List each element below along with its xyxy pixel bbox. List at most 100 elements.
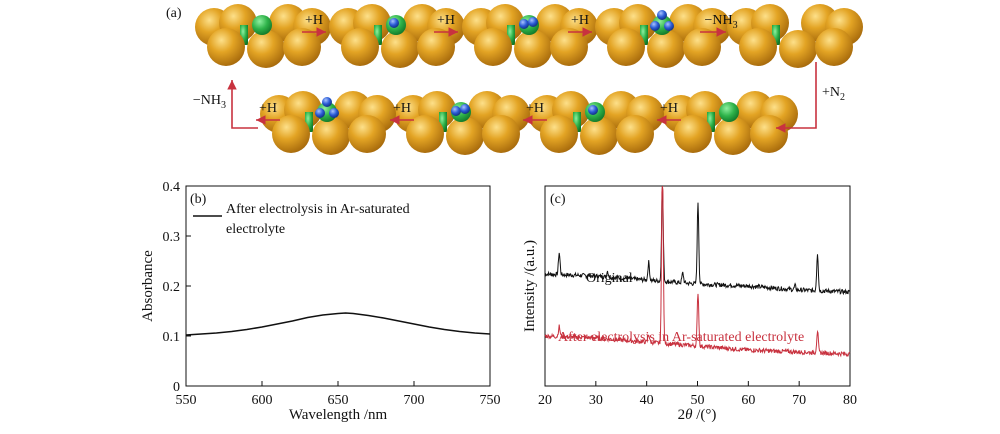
catalyst-cluster (727, 4, 863, 68)
y-tick-label-b: 0.2 (163, 280, 181, 295)
step-label: +H (660, 101, 678, 116)
series-label-original: Original (586, 271, 633, 286)
xrd-chart: (c) 20 30 40 50 60 70 80 Original After electr… (522, 185, 857, 423)
gold-atom (550, 28, 588, 66)
blue-atom (451, 106, 461, 116)
reaction-arrow (776, 62, 817, 133)
green-bridge (707, 112, 715, 132)
catalyst-cluster (595, 4, 731, 68)
green-bridge (640, 25, 648, 45)
catalyst-cluster (195, 4, 331, 68)
y-axis-title-b: Absorbance (140, 250, 156, 322)
gold-atom (406, 115, 444, 153)
catalyst-cluster (260, 91, 396, 155)
green-bridge (240, 25, 248, 45)
gold-atom (207, 28, 245, 66)
green-bridge (439, 112, 447, 132)
gold-atom (348, 115, 386, 153)
gold-atom (341, 28, 379, 66)
green-bridge (772, 25, 780, 45)
blue-atom (664, 21, 674, 31)
gold-atom (381, 30, 419, 68)
x-axis-title-c: 2θ /(°) (678, 407, 717, 423)
green-bridge (507, 25, 515, 45)
gold-atom (815, 28, 853, 66)
panel-b-label: (b) (190, 192, 207, 207)
reaction-scheme: (a) +H +H +H −NH3 +N2 +H +H +H +H −NH3 (166, 4, 863, 155)
step-label: −NH3 (193, 93, 226, 111)
blue-atom (389, 18, 399, 28)
step-label: +H (526, 101, 544, 116)
absorbance-series-line (185, 312, 491, 336)
reaction-arrow (227, 80, 258, 129)
gold-atom (247, 30, 285, 68)
blue-atom (588, 105, 598, 115)
gold-atom (580, 117, 618, 155)
gold-atom (446, 117, 484, 155)
gold-atom (779, 30, 817, 68)
step-label: +H (437, 13, 455, 28)
gold-atom (482, 115, 520, 153)
legend-label-b-line2: electrolyte (226, 222, 285, 237)
x-tick-label-b: 600 (252, 393, 273, 408)
blue-atom (657, 10, 667, 20)
x-tick-label-b: 750 (480, 393, 501, 408)
legend-label-b-line1: After electrolysis in Ar-saturated (226, 202, 410, 217)
gold-atom (514, 30, 552, 68)
blue-atom (315, 108, 325, 118)
blue-atom (329, 108, 339, 118)
gold-atom (474, 28, 512, 66)
green-bridge (374, 25, 382, 45)
xrd-series-original (544, 185, 851, 296)
x-tick-label-c: 50 (691, 393, 705, 408)
gold-atom (607, 28, 645, 66)
gold-atom (312, 117, 350, 155)
catalyst-cluster (462, 4, 598, 68)
x-tick-label-c: 80 (843, 393, 857, 408)
xrd-series-after-electrolysis (544, 185, 851, 358)
catalyst-cluster (528, 91, 664, 155)
step-label: +N2 (822, 85, 845, 103)
x-tick-label-c: 30 (589, 393, 603, 408)
gold-atom (674, 115, 712, 153)
gold-atom (683, 28, 721, 66)
step-label: +H (259, 101, 277, 116)
absorbance-chart: (b) After electrolysis in Ar-saturated e… (140, 180, 501, 423)
green-bridge (573, 112, 581, 132)
catalyst-cluster (394, 91, 530, 155)
x-tick-label-c: 60 (741, 393, 755, 408)
blue-atom (322, 97, 332, 107)
gold-atom (739, 28, 777, 66)
blue-atom (519, 19, 529, 29)
gold-atom (714, 117, 752, 155)
x-tick-label-b: 650 (328, 393, 349, 408)
x-tick-label-c: 40 (640, 393, 654, 408)
x-tick-label-b: 550 (176, 393, 197, 408)
step-label: −NH3 (704, 13, 737, 31)
catalyst-cluster (662, 91, 798, 155)
blue-atom (460, 104, 470, 114)
panel-a-label: (a) (166, 6, 182, 21)
y-axis-title-c: Intensity /(a.u.) (522, 240, 538, 332)
y-tick-label-b: 0.4 (163, 180, 181, 195)
blue-atom (650, 21, 660, 31)
step-label: +H (305, 13, 323, 28)
green-atom (252, 15, 272, 35)
step-label: +H (571, 13, 589, 28)
x-tick-label-c: 20 (538, 393, 552, 408)
step-label: +H (393, 101, 411, 116)
blue-atom (528, 17, 538, 27)
gold-atom (750, 115, 788, 153)
y-tick-label-b: 0.1 (163, 330, 181, 345)
x-tick-label-b: 700 (404, 393, 425, 408)
green-bridge (305, 112, 313, 132)
green-atom (719, 102, 739, 122)
gold-atom (616, 115, 654, 153)
gold-atom (540, 115, 578, 153)
gold-atom (283, 28, 321, 66)
y-tick-label-b: 0 (173, 380, 180, 395)
y-tick-label-b: 0.3 (163, 230, 181, 245)
gold-atom (647, 30, 685, 68)
x-axis-title-b: Wavelength /nm (289, 407, 388, 423)
x-tick-label-c: 70 (792, 393, 806, 408)
